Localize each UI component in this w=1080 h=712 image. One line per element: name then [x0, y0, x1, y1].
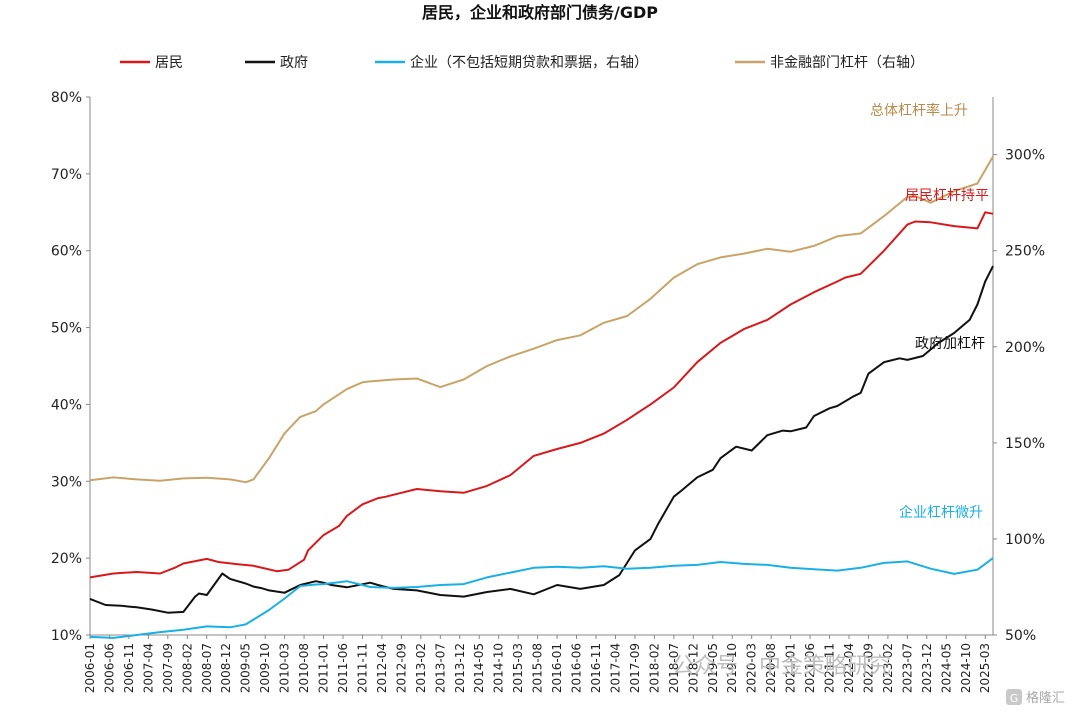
x-tick-label: 2023-07 [900, 643, 914, 693]
x-tick-label: 2016-06 [570, 643, 584, 693]
x-tick-label: 2019-05 [706, 643, 720, 693]
x-ticks: 2006-01 2006-06 2006-11 2007-04 2007-09 2008-… [83, 635, 992, 693]
x-tick-label: 2019-10 [725, 643, 739, 693]
x-tick-label: 2023-02 [881, 643, 895, 693]
x-tick-label: 2024-05 [939, 643, 953, 693]
x-tick-label: 2014-10 [492, 643, 506, 693]
x-tick-label: 2020-03 [745, 643, 759, 693]
x-tick-label: 2021-01 [784, 643, 798, 693]
x-tick-label: 2008-02 [180, 643, 194, 693]
legend-label-household: 居民 [155, 55, 183, 71]
x-tick-label: 2015-08 [531, 643, 545, 693]
y-ticks-left: 10% 20% 30% 40% 50% 60% 70% 80% [51, 90, 90, 644]
annotation-corporate-rise: 企业杠杆微升 [899, 504, 983, 521]
annotation-household-flat: 居民杠杆持平 [905, 188, 989, 204]
annotation-government-leverage: 政府加杠杆 [915, 336, 985, 352]
x-tick-label: 2018-12 [686, 643, 700, 693]
y-right-tick-label: 250% [1005, 244, 1045, 260]
x-tick-label: 2025-03 [978, 643, 992, 693]
y-right-tick-label: 150% [1005, 436, 1045, 452]
x-tick-label: 2010-03 [278, 643, 292, 693]
x-tick-label: 2006-06 [102, 643, 116, 693]
x-tick-label: 2023-12 [920, 643, 934, 693]
y-left-tick-label: 40% [51, 397, 82, 413]
y-left-tick-label: 50% [51, 321, 82, 337]
legend-label-corporate: 企业（不包括短期贷款和票据，右轴） [410, 54, 648, 71]
x-tick-label: 2012-04 [375, 643, 389, 693]
x-tick-label: 2010-08 [297, 643, 311, 693]
legend-label-nonfinancial: 非金融部门杠杆（右轴） [770, 55, 924, 71]
x-tick-label: 2020-08 [764, 643, 778, 693]
x-tick-label: 2018-02 [647, 643, 661, 693]
y-left-tick-label: 80% [51, 90, 82, 106]
series-lines [89, 156, 994, 639]
x-tick-label: 2018-07 [667, 643, 681, 693]
y-left-tick-label: 20% [51, 551, 82, 567]
legend: 居民 政府 企业（不包括短期贷款和票据，右轴） 非金融部门杠杆（右轴） [120, 54, 924, 71]
x-tick-label: 2007-09 [161, 643, 175, 693]
corner-logo-badge [1006, 689, 1022, 705]
y-left-tick-label: 10% [51, 628, 82, 644]
y-right-tick-label: 300% [1005, 148, 1045, 164]
y-ticks-right: 50% 100% 150% 200% 250% 300% [993, 148, 1045, 644]
x-tick-label: 2016-11 [589, 643, 603, 693]
series-line-1 [89, 265, 994, 614]
x-tick-label: 2011-06 [336, 643, 350, 693]
x-tick-label: 2007-04 [141, 643, 155, 693]
chart-title: 居民，企业和政府部门债务/GDP [422, 3, 658, 22]
x-tick-label: 2022-09 [861, 643, 875, 693]
x-tick-label: 2009-10 [258, 643, 272, 693]
x-tick-label: 2006-11 [122, 643, 136, 693]
x-tick-label: 2012-09 [394, 643, 408, 693]
x-tick-label: 2008-12 [219, 643, 233, 693]
x-tick-label: 2021-11 [823, 643, 837, 693]
y-left-tick-label: 60% [51, 244, 82, 260]
x-tick-label: 2021-06 [803, 643, 817, 693]
corner-logo-glyph: G [1010, 692, 1019, 705]
x-tick-label: 2017-09 [628, 643, 642, 693]
y-left-tick-label: 70% [51, 167, 82, 183]
x-tick-label: 2009-05 [239, 643, 253, 693]
y-right-tick-label: 50% [1005, 628, 1036, 644]
x-tick-label: 2015-03 [511, 643, 525, 693]
y-right-tick-label: 200% [1005, 340, 1045, 356]
corner-logo: G 格隆汇 [1006, 689, 1065, 706]
x-tick-label: 2013-12 [453, 643, 467, 693]
y-left-tick-label: 30% [51, 474, 82, 490]
x-tick-label: 2017-04 [608, 643, 622, 693]
x-tick-label: 2024-10 [959, 643, 973, 693]
x-tick-label: 2008-07 [200, 643, 214, 693]
x-tick-label: 2016-01 [550, 643, 564, 693]
x-tick-label: 2013-07 [433, 643, 447, 693]
x-tick-label: 2011-11 [355, 643, 369, 693]
series-line-2 [89, 557, 994, 639]
x-tick-label: 2013-02 [414, 643, 428, 693]
x-tick-label: 2014-05 [472, 643, 486, 693]
watermark-text: 公众号 · 中金策略研究 [672, 654, 891, 679]
x-tick-label: 2011-01 [317, 643, 331, 693]
annotation-total-leverage: 总体杠杆率上升 [870, 102, 968, 119]
x-tick-label: 2006-01 [83, 643, 97, 693]
x-tick-label: 2022-04 [842, 643, 856, 693]
corner-logo-text: 格隆汇 [1026, 690, 1065, 706]
series-line-3 [89, 156, 994, 484]
y-right-tick-label: 100% [1005, 532, 1045, 548]
series-line-0 [89, 211, 994, 579]
legend-label-government: 政府 [280, 55, 308, 71]
